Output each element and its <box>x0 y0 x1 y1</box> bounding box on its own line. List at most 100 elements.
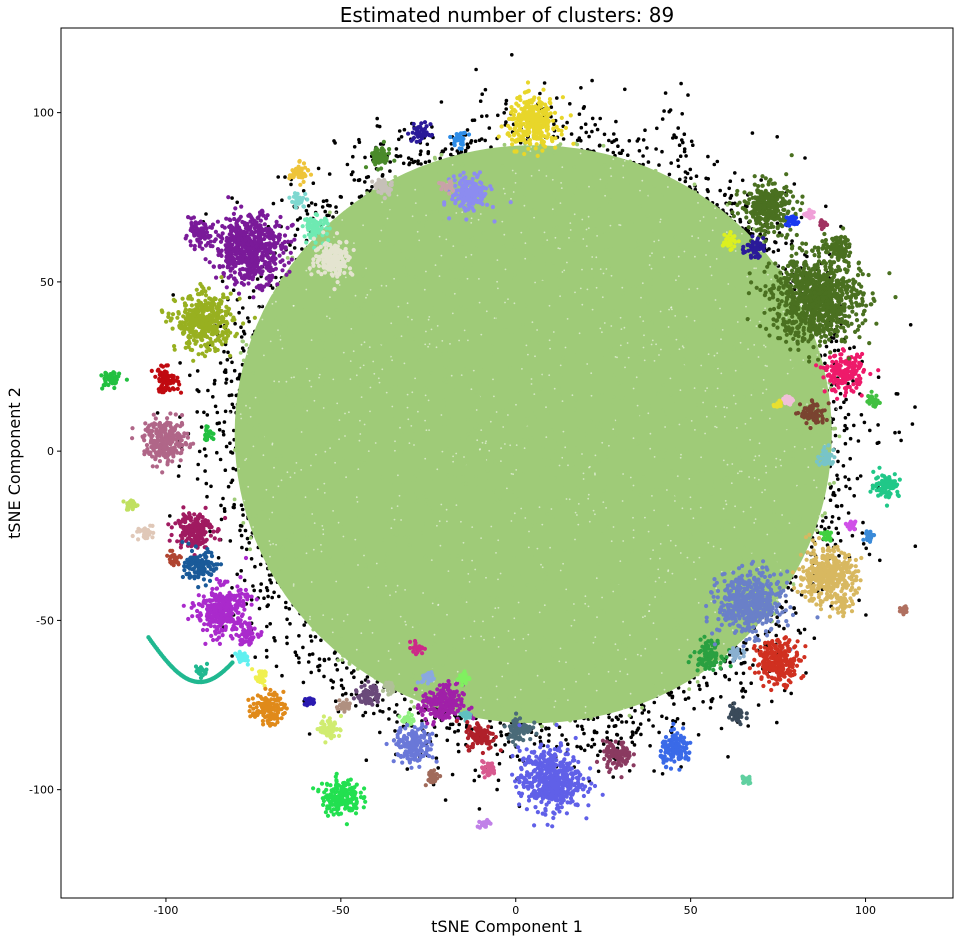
noise-point <box>477 774 481 779</box>
noise-point <box>784 241 788 246</box>
noise-point <box>443 798 448 802</box>
main-cluster-point <box>676 475 679 477</box>
main-cluster-point <box>604 455 609 459</box>
main-cluster-point <box>566 318 569 320</box>
cluster-point <box>420 136 425 141</box>
noise-point <box>860 531 865 535</box>
cluster-point <box>422 120 428 125</box>
noise-point <box>691 143 695 147</box>
cluster-point <box>553 136 558 141</box>
main-cluster-point <box>452 245 455 248</box>
noise-point <box>235 200 239 205</box>
main-cluster-point <box>358 456 363 461</box>
noise-point <box>660 117 665 121</box>
main-cluster-point <box>632 387 635 390</box>
noise-point <box>333 699 338 703</box>
main-cluster-point <box>642 616 644 619</box>
main-cluster-point <box>710 306 715 311</box>
main-cluster-point <box>344 412 346 415</box>
main-cluster-point <box>689 604 693 609</box>
noise-point <box>908 323 913 327</box>
main-cluster-point <box>569 522 574 527</box>
main-cluster-point <box>611 418 615 423</box>
main-cluster-point <box>796 485 801 490</box>
noise-point <box>864 613 868 617</box>
main-cluster-point <box>248 536 253 540</box>
main-cluster-point <box>656 448 661 453</box>
main-cluster-point <box>469 635 472 638</box>
main-cluster-point <box>498 496 502 501</box>
main-cluster-point <box>613 276 617 280</box>
noise-point <box>674 135 678 140</box>
main-cluster-point <box>338 419 341 421</box>
main-cluster-point <box>552 191 556 196</box>
noise-point <box>546 739 551 743</box>
main-cluster-point <box>749 439 751 441</box>
main-cluster-point <box>514 172 517 175</box>
main-cluster-point <box>612 428 615 430</box>
noise-point <box>241 329 246 334</box>
noise-point <box>397 137 401 142</box>
main-cluster-point <box>724 535 729 539</box>
noise-point <box>276 175 281 179</box>
noise-point <box>893 430 897 435</box>
main-cluster-point <box>453 292 456 295</box>
cluster-yellow-top <box>496 80 576 158</box>
noise-point <box>300 247 304 251</box>
noise-point <box>242 578 247 583</box>
main-cluster-point <box>503 233 506 236</box>
main-cluster-point <box>540 563 542 566</box>
main-cluster-point <box>273 489 278 494</box>
main-cluster-point <box>632 437 635 440</box>
main-cluster-point <box>355 374 358 377</box>
main-cluster-point <box>549 546 551 549</box>
cluster-point <box>278 214 283 220</box>
noise-point <box>632 743 637 747</box>
main-cluster-point <box>758 320 761 323</box>
main-cluster-point <box>672 447 677 452</box>
cluster-point <box>554 124 559 129</box>
main-cluster-point <box>699 529 703 533</box>
main-cluster-point <box>466 277 469 280</box>
cluster-point <box>521 129 526 134</box>
main-cluster-point <box>721 351 726 355</box>
main-cluster-point <box>307 594 312 599</box>
main-cluster-point <box>560 187 563 190</box>
main-cluster-point <box>688 534 693 539</box>
main-cluster-point <box>271 303 274 305</box>
main-cluster-point <box>515 469 518 471</box>
main-cluster-point <box>629 634 631 637</box>
main-cluster-point <box>416 345 421 350</box>
main-cluster-point <box>448 554 453 559</box>
main-cluster-point <box>416 280 421 284</box>
main-cluster-point <box>434 198 438 202</box>
noise-point <box>459 150 464 154</box>
main-cluster-point <box>553 706 556 708</box>
main-cluster-point <box>668 577 673 581</box>
main-cluster-point <box>277 329 279 332</box>
main-cluster-point <box>404 620 407 623</box>
main-cluster-point <box>539 250 544 255</box>
main-cluster-point <box>517 601 520 604</box>
noise-point <box>645 146 649 150</box>
noise-point <box>230 451 235 455</box>
noise-point <box>743 689 748 694</box>
cluster-point <box>525 124 531 129</box>
noise-point <box>251 584 255 588</box>
main-cluster-point <box>362 224 364 227</box>
main-cluster-point <box>471 631 476 635</box>
main-cluster-point <box>764 257 769 262</box>
main-cluster-point <box>318 369 323 374</box>
main-cluster-point <box>570 462 575 467</box>
noise-point <box>823 353 827 357</box>
main-cluster-point <box>662 470 667 475</box>
main-cluster-point <box>582 457 587 462</box>
main-cluster-point <box>621 286 624 289</box>
noise-point <box>517 758 522 762</box>
main-cluster-point <box>501 406 505 411</box>
main-cluster-point <box>731 286 736 290</box>
main-cluster-point <box>602 501 605 503</box>
cluster-point <box>439 181 444 186</box>
main-cluster-point <box>557 598 562 603</box>
